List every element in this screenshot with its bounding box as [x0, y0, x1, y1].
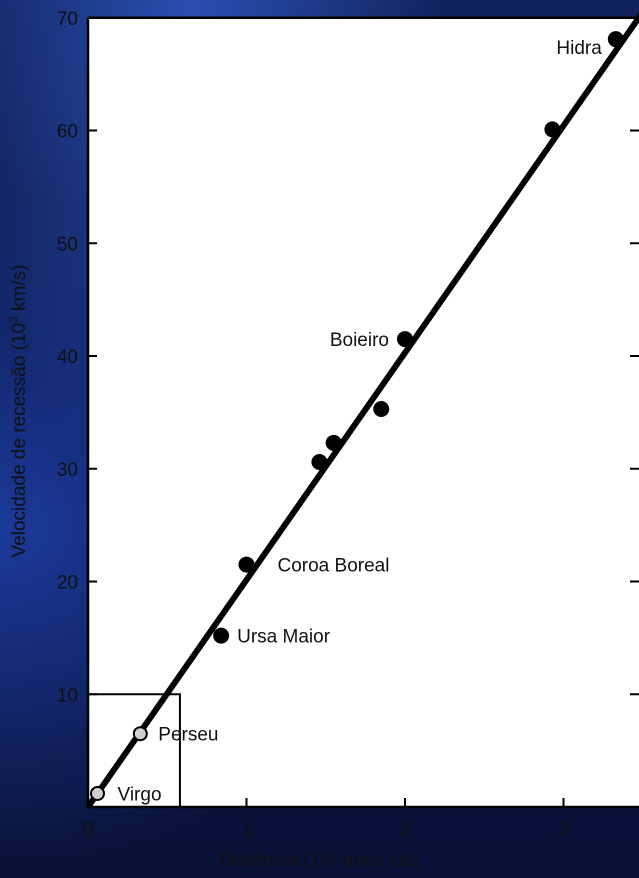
data-point-open: [90, 785, 106, 801]
point-label: Perseu: [158, 725, 218, 746]
point-label: Virgo: [118, 784, 162, 805]
hubble-fit-line: [85, 12, 639, 809]
data-point: [397, 331, 413, 348]
tick-marks: [87, 16, 639, 807]
data-point: [311, 453, 328, 470]
point-label: Boieiro: [330, 330, 389, 351]
x-tick-label: 1: [241, 820, 252, 841]
y-tick-label: 10: [57, 685, 78, 706]
y-axis-title: Velocidade de recessão (103 km/s): [7, 211, 33, 611]
y-tick-label: 20: [57, 573, 78, 594]
data-point: [373, 400, 390, 417]
x-tick-label: 2: [400, 820, 411, 841]
x-tick-label: 3: [558, 820, 569, 841]
inset-box: [87, 693, 181, 808]
point-label: Ursa Maior: [237, 627, 331, 648]
data-points: [90, 31, 624, 801]
y-tick-labels: 10 20 30 40 50 60 70: [57, 9, 78, 707]
y-tick-label: 30: [57, 460, 78, 481]
data-point: [325, 434, 342, 451]
data-point: [544, 121, 561, 138]
y-axis-title-prefix: Velocidade de recessão (10: [9, 322, 30, 558]
y-tick-label: 70: [57, 9, 78, 30]
x-axis-title-prefix: Distância (10: [220, 850, 331, 871]
y-axis-title-suffix: km/s): [9, 264, 30, 317]
point-label: Hidra: [556, 38, 602, 59]
data-point: [607, 31, 624, 48]
data-point: [238, 556, 255, 573]
data-point: [213, 627, 230, 644]
point-label: Coroa Boreal: [278, 556, 390, 577]
x-tick-label: 0: [83, 820, 94, 841]
x-axis-title-suffix: anos luz): [337, 850, 420, 871]
y-tick-label: 50: [57, 234, 78, 255]
inset-rect: [87, 693, 181, 808]
x-tick-labels: 0 1 2 3: [83, 820, 569, 841]
y-axis-title-sup: 3: [6, 316, 21, 323]
point-labels: Virgo Perseu Ursa Maior Coroa Boreal Boieiro…: [118, 38, 603, 805]
data-point-open: [132, 726, 148, 742]
x-axis-title: Distância (109 anos luz): [140, 848, 500, 874]
x-axis-title-sup: 9: [330, 847, 338, 862]
fit-line: [85, 12, 639, 809]
y-tick-label: 60: [57, 122, 78, 143]
y-tick-label: 40: [57, 347, 78, 368]
